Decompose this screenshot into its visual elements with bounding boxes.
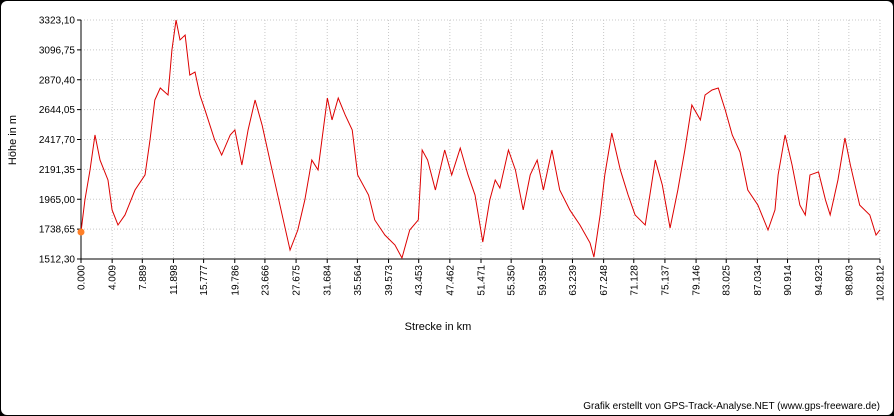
y-tick-label: 1738,65 [39, 225, 76, 236]
x-tick-label: 63.239 [568, 265, 579, 296]
y-tick-label: 2644,05 [39, 105, 76, 116]
x-tick-label: 35.564 [353, 265, 364, 296]
x-tick-label: 59.359 [538, 265, 549, 296]
y-axis-label: Höhe in m [7, 115, 19, 165]
credit: Grafik erstellt von GPS-Track-Analyse.NE… [583, 401, 880, 412]
x-tick-label: 75.137 [660, 265, 671, 296]
x-tick-label: 90.914 [783, 265, 794, 296]
x-tick-label: 51.471 [477, 265, 488, 296]
x-tick-label: 27.675 [292, 265, 303, 296]
x-tick-label: 23.666 [260, 265, 271, 296]
x-tick-label: 79.146 [692, 265, 703, 296]
x-tick-label: 0.000 [77, 265, 88, 290]
x-tick-label: 15.777 [199, 265, 210, 296]
x-tick-label: 19.786 [230, 265, 241, 296]
x-tick-label: 39.573 [384, 265, 395, 296]
y-tick-label: 3323,10 [39, 16, 76, 27]
y-tick-label: 2191,35 [39, 165, 76, 176]
elevation-line [80, 19, 881, 260]
x-tick-label: 31.684 [323, 265, 334, 296]
y-tick-label: 1965,00 [39, 195, 76, 206]
x-tick-label: 71.128 [629, 265, 640, 296]
x-tick-label: 11.898 [169, 265, 180, 295]
y-tick-label: 1512,30 [39, 255, 76, 266]
x-tick-label: 98.803 [844, 265, 855, 296]
y-tick-label: 2417,70 [39, 135, 76, 146]
x-tick-label: 7.889 [138, 265, 149, 290]
x-tick-label: 87.034 [753, 265, 764, 296]
y-tick-label: 3096,75 [39, 45, 76, 56]
x-tick-label: 94.923 [814, 265, 825, 296]
x-tick-label: 102.812 [876, 265, 887, 302]
x-tick-label: 67.248 [599, 265, 610, 296]
start-marker [77, 228, 85, 236]
x-tick-label: 83.025 [722, 265, 733, 296]
x-tick-label: 47.462 [445, 265, 456, 296]
y-tick-label: 2870,40 [39, 75, 76, 86]
x-tick-label: 4.009 [108, 265, 119, 290]
x-tick-label: 55.350 [507, 265, 518, 296]
x-tick-label: 43.453 [414, 265, 425, 296]
x-axis-label: Strecke in km [405, 321, 472, 333]
